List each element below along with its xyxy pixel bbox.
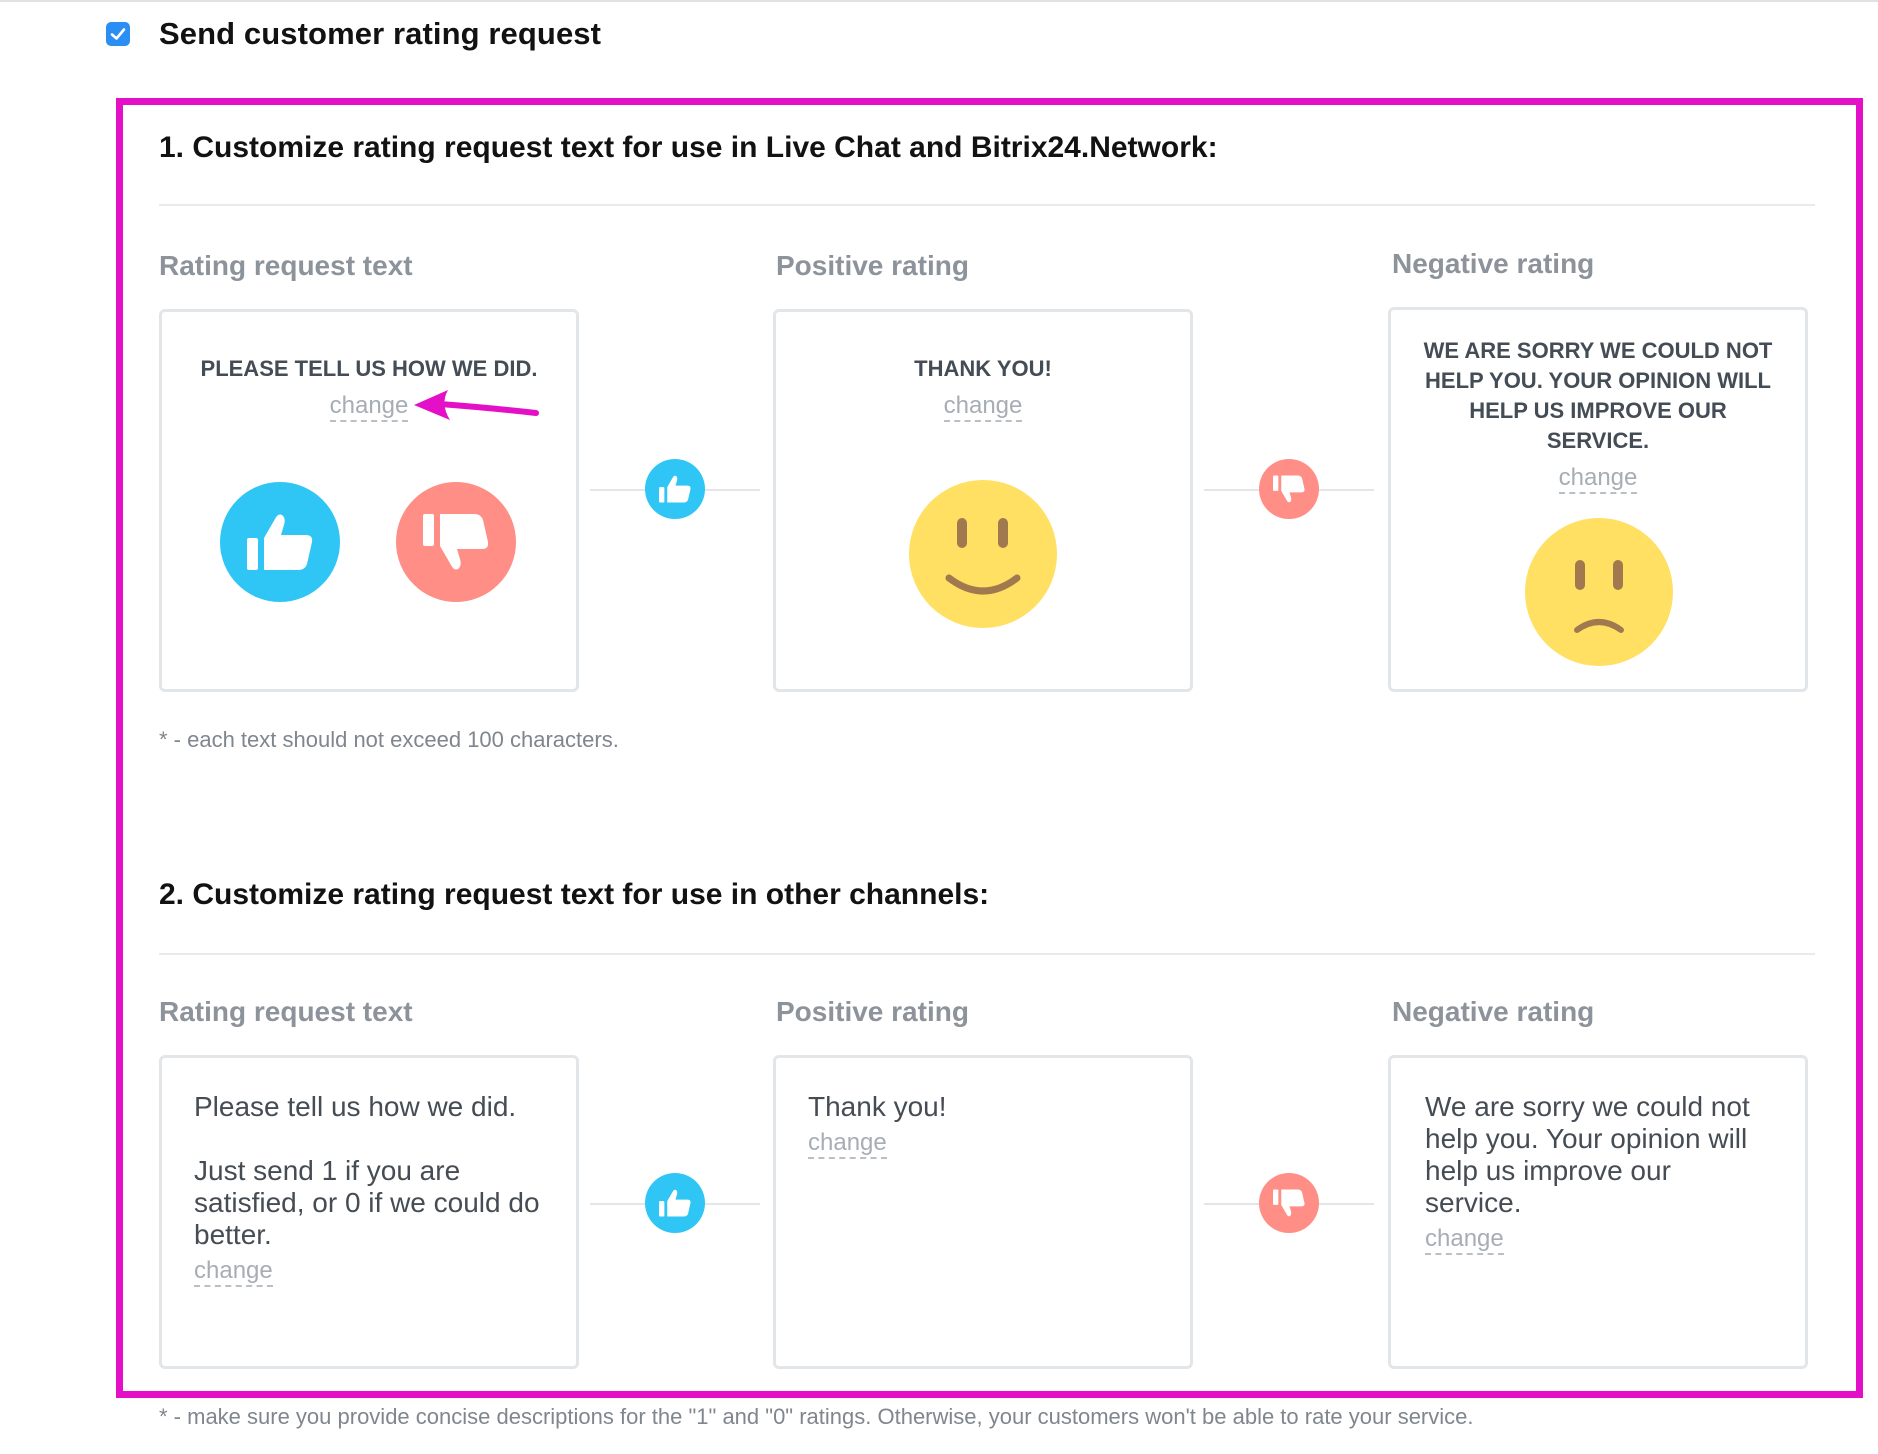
- section1-divider: [159, 204, 1815, 206]
- send-rating-label[interactable]: Send customer rating request: [159, 16, 602, 51]
- section1-positive-card: THANK YOU! change: [773, 309, 1193, 692]
- section2-negative-label: Negative rating: [1392, 996, 1595, 1027]
- footer-note: * - make sure you provide concise descri…: [159, 1404, 1474, 1429]
- send-rating-checkbox[interactable]: [106, 22, 130, 46]
- section1-positive-text: THANK YOU!: [914, 356, 1052, 381]
- section2-request-card: Please tell us how we did. Just send 1 i…: [159, 1055, 579, 1369]
- section1-note: * - each text should not exceed 100 char…: [159, 727, 619, 752]
- dislike-button[interactable]: [396, 482, 516, 602]
- section2-positive-text: Thank you!: [808, 1091, 947, 1122]
- thumbs-down-icon: [423, 514, 489, 570]
- section2-positive-change-link[interactable]: change: [808, 1129, 887, 1159]
- section1-negative-text: WE ARE SORRY WE COULD NOT HELP YOU. YOUR…: [1423, 338, 1773, 453]
- arrow-annotation-icon: [414, 390, 539, 420]
- section2-title: 2. Customize rating request text for use…: [159, 878, 990, 911]
- section2-positive-card: Thank you! change: [773, 1055, 1193, 1369]
- section1-title: 1. Customize rating request text for use…: [159, 131, 1218, 164]
- highlight-frame: [116, 98, 1863, 1398]
- section1-request-change-link[interactable]: change: [329, 392, 409, 422]
- section1-request-text: PLEASE TELL US HOW WE DID.: [200, 356, 538, 381]
- smiley-face-icon: [909, 480, 1057, 628]
- section1-negative-change-link[interactable]: change: [1558, 464, 1638, 494]
- section2-request-text: Please tell us how we did. Just send 1 i…: [194, 1091, 540, 1250]
- checkmark-icon: [110, 28, 126, 40]
- section1-negative-label: Negative rating: [1392, 248, 1595, 279]
- thumbs-down-icon: [1273, 475, 1305, 503]
- section2-negative-text: We are sorry we could not help you. Your…: [1425, 1091, 1750, 1218]
- thumbs-up-icon: [659, 475, 691, 503]
- section1-request-label: Rating request text: [159, 250, 413, 281]
- connector-like-icon-1: [645, 459, 705, 519]
- section1-positive-change-link[interactable]: change: [943, 392, 1023, 422]
- section2-request-change-link[interactable]: change: [194, 1257, 273, 1287]
- thumbs-up-icon: [659, 1189, 691, 1217]
- section1-negative-card: WE ARE SORRY WE COULD NOT HELP YOU. YOUR…: [1388, 307, 1808, 692]
- connector-dislike-icon-1: [1259, 459, 1319, 519]
- section2-request-label: Rating request text: [159, 996, 413, 1027]
- like-button[interactable]: [220, 482, 340, 602]
- sad-face-icon: [1525, 518, 1673, 666]
- section2-negative-card: We are sorry we could not help you. Your…: [1388, 1055, 1808, 1369]
- connector-dislike-icon-2: [1259, 1173, 1319, 1233]
- section2-divider: [159, 953, 1815, 955]
- send-rating-request-row: Send customer rating request: [106, 16, 601, 52]
- section1-request-card: PLEASE TELL US HOW WE DID. change: [159, 309, 579, 692]
- section2-positive-label: Positive rating: [776, 996, 969, 1027]
- section2-negative-change-link[interactable]: change: [1425, 1225, 1504, 1255]
- thumbs-up-icon: [247, 514, 313, 570]
- top-divider: [0, 0, 1878, 2]
- thumbs-down-icon: [1273, 1189, 1305, 1217]
- connector-like-icon-2: [645, 1173, 705, 1233]
- section1-positive-label: Positive rating: [776, 250, 969, 281]
